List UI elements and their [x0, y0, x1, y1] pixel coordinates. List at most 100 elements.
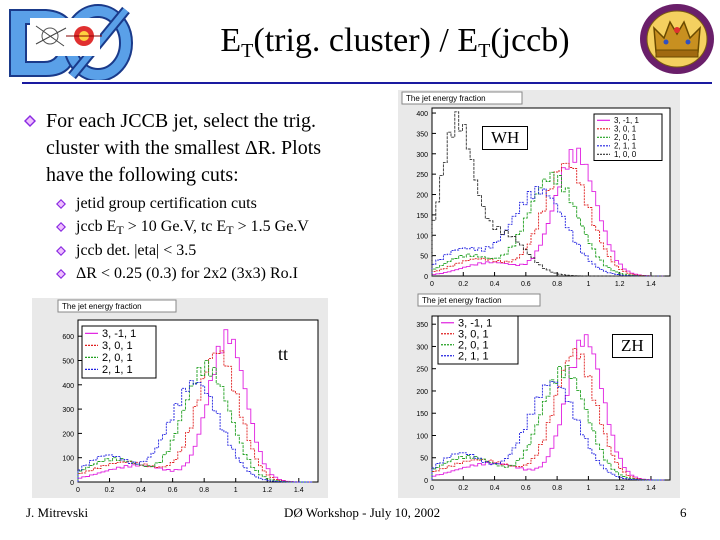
y-tick-label: 300	[62, 407, 74, 414]
y-tick-label: 150	[416, 411, 428, 418]
x-tick-label: 1.2	[615, 281, 625, 288]
title-divider	[22, 82, 712, 84]
footer-event: DØ Workshop - July 10, 2002	[284, 505, 441, 520]
x-tick-label: 1	[586, 281, 590, 288]
plot-header-text: The jet energy fraction	[422, 296, 502, 305]
x-tick-label: 0.4	[490, 281, 500, 288]
title-text-end: (jccb)	[490, 22, 570, 59]
plot-tt: The jet energy fraction 600 500 400 300 200 10…	[32, 298, 328, 498]
y-tick-label: 0	[424, 478, 428, 485]
d0-experiment-logo	[6, 4, 136, 82]
sub-bullet-3: jccb det. |eta| < 3.5	[76, 242, 197, 259]
x-tick-label: 1.2	[262, 487, 272, 494]
histogram-series-5	[431, 111, 665, 277]
x-tick-label: 0.2	[105, 487, 115, 494]
y-tick-label: 200	[416, 193, 428, 200]
x-tick-label: 1.4	[294, 487, 304, 494]
plot-header-box	[401, 91, 523, 105]
y-tick-label: 600	[62, 334, 74, 341]
histogram-tt: The jet energy fraction60050040030020010…	[57, 299, 319, 494]
y-tick-label: 200	[416, 389, 428, 396]
histogram-series-1	[77, 329, 313, 483]
x-tick-label: 1.4	[646, 281, 656, 288]
plot-header-text: The jet energy fraction	[62, 302, 142, 311]
y-tick-label: 350	[416, 322, 428, 329]
x-tick-label: 1.2	[615, 485, 625, 492]
y-tick-label: 50	[420, 254, 428, 261]
y-tick-label: 0	[70, 480, 74, 487]
sub-bullet-1: jetid group certification cuts	[76, 195, 257, 212]
main-bullet-line-3: have the following cuts:	[46, 164, 239, 186]
histogram-series-1	[431, 334, 665, 481]
legend-entry: 3, 0, 1	[614, 125, 637, 134]
y-tick-label: 50	[420, 456, 428, 463]
y-tick-label: 150	[416, 213, 428, 220]
y-tick-label: 250	[416, 172, 428, 179]
plot-header-box	[417, 293, 541, 307]
plot-zh-label: ZH	[612, 334, 653, 358]
legend-entry: 2, 0, 1	[458, 340, 489, 352]
title-text-mid: (trig. cluster) / E	[253, 22, 479, 59]
plot-wh-label: WH	[482, 126, 529, 150]
histogram-zh: The jet energy fraction35030025020015010…	[416, 293, 671, 492]
x-tick-label: 0	[76, 487, 80, 494]
university-crest-logo	[638, 2, 716, 76]
legend-entry: 2, 1, 1	[614, 142, 637, 151]
main-bullet-line-2: cluster with the smallest ΔR. Plots	[46, 137, 322, 159]
sub-bullet-diamond-icon	[56, 222, 66, 232]
x-tick-label: 1	[234, 487, 238, 494]
sub-bullet-2: jccb ET > 10 Ge.V, tc ET > 1.5 Ge.V	[76, 217, 309, 240]
x-tick-label: 0.8	[552, 281, 562, 288]
y-tick-label: 0	[424, 274, 428, 281]
x-tick-label: 0	[430, 281, 434, 288]
plot-legend-box	[593, 113, 663, 161]
legend-entry: 3, -1, 1	[458, 318, 492, 330]
y-tick-label: 300	[416, 344, 428, 351]
footer-author: J. Mitrevski	[26, 505, 89, 520]
legend-entry: 2, 1, 1	[458, 351, 489, 363]
histogram-series-2	[77, 350, 313, 483]
x-tick-label: 1.4	[646, 485, 656, 492]
y-tick-label: 400	[416, 111, 428, 118]
x-tick-label: 0.6	[521, 485, 531, 492]
histogram-series-3	[431, 365, 665, 481]
legend-entry: 3, 0, 1	[458, 329, 489, 341]
plot-legend-box	[81, 325, 157, 379]
sub-bullet-diamond-icon	[56, 199, 66, 209]
sub-bullet-2-subscript-1: T	[116, 223, 124, 237]
histogram-series-2	[431, 162, 665, 277]
slide-title: ET(trig. cluster) / ET(jccb)	[160, 22, 630, 63]
sub-bullet-4: ΔR < 0.25 (0.3) for 2x2 (3x3) Ro.I	[76, 265, 298, 282]
plot-header-box	[57, 299, 177, 313]
main-bullet-text: For each JCCB jet, select the trig. clus…	[46, 108, 396, 189]
legend-entry: 2, 1, 1	[102, 364, 133, 376]
y-tick-label: 250	[416, 367, 428, 374]
x-tick-label: 0.6	[168, 487, 178, 494]
x-tick-label: 0.2	[458, 485, 468, 492]
title-subscript-1: T	[241, 40, 254, 62]
x-tick-label: 0.8	[199, 487, 209, 494]
histogram-series-3	[431, 171, 665, 277]
y-tick-label: 100	[62, 456, 74, 463]
bullet-diamond-icon	[24, 115, 36, 127]
x-tick-label: 0.4	[490, 485, 500, 492]
x-tick-label: 0.2	[458, 281, 468, 288]
histogram-series-1	[431, 147, 665, 277]
histogram-series-4	[77, 380, 313, 483]
legend-entry: 1, 0, 0	[614, 150, 637, 159]
y-tick-label: 100	[416, 433, 428, 440]
title-subscript-2: T	[478, 40, 491, 62]
plot-header-text: The jet energy fraction	[406, 94, 486, 103]
histogram-series-4	[431, 381, 665, 481]
sub-bullet-2-text-b: > 10 Ge.V, tc E	[123, 218, 227, 235]
y-tick-label: 400	[62, 383, 74, 390]
x-tick-label: 0.4	[136, 487, 146, 494]
plot-wh: The jet energy fraction 400 350 300 250 200 15…	[398, 90, 680, 292]
sub-bullet-2-subscript-2: T	[226, 223, 234, 237]
histogram-series-2	[431, 347, 665, 481]
main-bullet-line-1: For each JCCB jet, select the trig.	[46, 110, 316, 132]
histogram-series-3	[77, 360, 313, 483]
x-tick-label: 1	[586, 485, 590, 492]
title-text-e1: E	[220, 22, 242, 59]
plot-zh: The jet energy fraction 350 300 250 200 150 10…	[398, 292, 680, 498]
